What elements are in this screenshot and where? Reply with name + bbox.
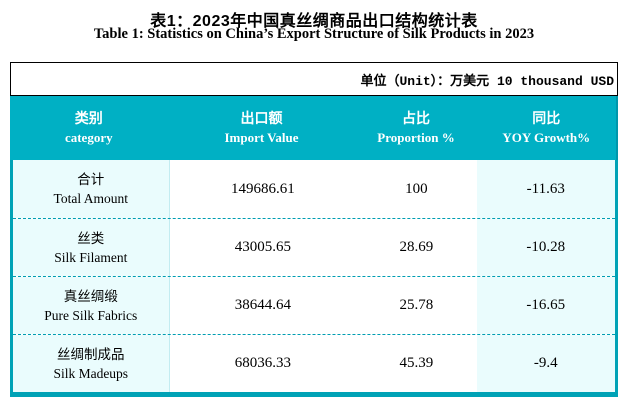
proportion-cell: 28.69: [399, 239, 434, 255]
header-category-en: category: [64, 130, 113, 145]
import-value-cell: 68036.33: [234, 355, 291, 371]
header-cell-import-value: 出口额 Import Value: [168, 96, 356, 160]
proportion-cell: 45.39: [399, 355, 434, 371]
category-cn: 丝绸制成品: [57, 346, 125, 362]
table-row-silk-madeups: 丝绸制成品 Silk Madeups 68036.33 45.39 -9.4: [13, 334, 615, 392]
header-yoy-cn: 同比: [532, 110, 561, 126]
header-import-value-en: Import Value: [224, 130, 299, 145]
yoy-growth-cell: -11.63: [476, 160, 615, 218]
table-body: 合计 Total Amount 149686.61 100 -11.63 丝类 …: [10, 160, 618, 397]
category-cell: 丝绸制成品 Silk Madeups: [13, 335, 170, 392]
header-cell-category: 类别 category: [10, 96, 168, 160]
table-title-cn: 表1：2023年中国真丝绸商品出口结构统计表: [150, 13, 478, 30]
yoy-growth-cell: -10.28: [476, 219, 615, 276]
yoy-growth-cell: -16.65: [476, 277, 615, 334]
category-en: Silk Madeups: [53, 365, 129, 381]
category-cn: 丝类: [77, 230, 105, 246]
category-cn: 真丝绸缎: [63, 288, 118, 304]
category-cell: 合计 Total Amount: [13, 160, 170, 218]
table-title-en: Table 1: Statistics on China’s Export St…: [93, 26, 535, 42]
proportion-cell: 25.78: [399, 297, 434, 313]
header-yoy-en: YOY Growth%: [502, 130, 591, 145]
header-proportion-en: Proportion %: [377, 130, 455, 145]
unit-row: 单位（Unit）：万美元 10 thousand USD: [10, 62, 618, 96]
header-import-value-cn: 出口额: [240, 110, 283, 126]
table-row-pure-silk-fabrics: 真丝绸缎 Pure Silk Fabrics 38644.64 25.78 -1…: [13, 276, 615, 334]
category-en: Total Amount: [53, 191, 128, 206]
category-cell: 丝类 Silk Filament: [13, 219, 170, 276]
category-en: Pure Silk Fabrics: [44, 307, 138, 323]
table-row-silk-filament: 丝类 Silk Filament 43005.65 28.69 -10.28: [13, 218, 615, 276]
proportion-cell: 100: [405, 180, 428, 197]
silk-export-table: 单位（Unit）：万美元 10 thousand USD 类别 category…: [10, 62, 618, 397]
import-value-cell: 149686.61: [230, 180, 295, 197]
unit-label: 单位（Unit）：万美元 10 thousand USD: [360, 73, 614, 89]
category-cell: 真丝绸缎 Pure Silk Fabrics: [13, 277, 170, 334]
yoy-growth-cell: -9.4: [476, 335, 615, 392]
header-category-cn: 类别: [74, 110, 103, 126]
header-proportion-cn: 占比: [402, 110, 430, 126]
header-cell-yoy-growth: 同比 YOY Growth%: [477, 96, 616, 160]
import-value-cell: 38644.64: [234, 297, 291, 313]
import-value-cell: 43005.65: [234, 239, 291, 255]
category-cn: 合计: [77, 172, 105, 187]
table-row-total: 合计 Total Amount 149686.61 100 -11.63: [13, 160, 615, 218]
header-cell-proportion: 占比 Proportion %: [355, 96, 476, 160]
category-en: Silk Filament: [54, 249, 128, 265]
table-header-row: 类别 category 出口额 Import Value 占比 Proporti…: [10, 96, 618, 160]
